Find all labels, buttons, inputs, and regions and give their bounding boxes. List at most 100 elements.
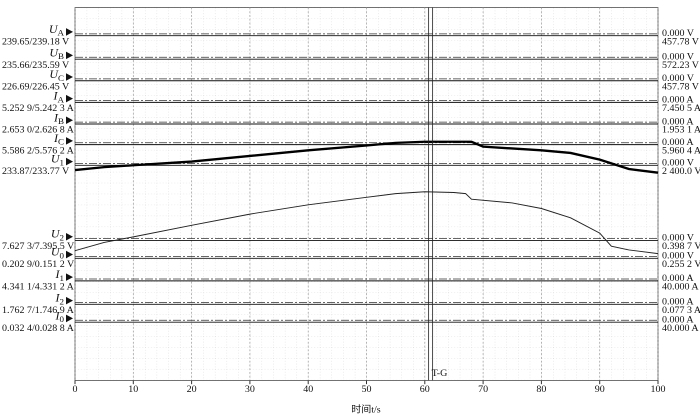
channel-reading: 235.66/235.59 V <box>2 60 69 71</box>
channel-name: IB <box>53 111 64 126</box>
channel-subscript: A <box>58 95 65 105</box>
channel-arrow <box>66 296 73 305</box>
channel-name: U0 <box>51 246 65 261</box>
channel-name: IA <box>52 90 64 105</box>
channel-scale: 7.450 5 A <box>662 103 700 114</box>
channel-symbol: U <box>49 23 59 36</box>
channel-offset: 0.000 V <box>662 28 694 39</box>
channel-offset: 0.000 A <box>662 137 694 148</box>
channel-scale: 2 400.0 V <box>662 166 700 177</box>
channel-arrow <box>66 250 73 259</box>
channel-subscript: C <box>58 137 64 147</box>
channel-name: U1 <box>51 153 64 168</box>
channel-subscript: 0 <box>60 315 65 325</box>
channel-offset: 0.000 V <box>662 251 694 262</box>
channel-symbol: U <box>51 246 61 259</box>
channel-name: UA <box>49 23 65 38</box>
channel-subscript: 2 <box>60 233 64 243</box>
channel-arrow <box>66 73 73 81</box>
channel-symbol: U <box>49 68 59 81</box>
channel-reading: 0.032 4/0.028 8 A <box>2 323 74 334</box>
channel-symbol: I <box>53 132 59 145</box>
channel-name: I2 <box>54 292 64 307</box>
minor-grid <box>75 7 658 381</box>
x-tick-label: 80 <box>536 384 546 395</box>
trace-line <box>74 140 659 174</box>
channel-offset: 0.000 V <box>662 158 694 169</box>
channel-subscript: 1 <box>60 273 64 283</box>
channel-subscript: B <box>58 51 64 61</box>
channel-offset: 0.000 A <box>662 273 694 284</box>
channel-arrow <box>66 157 73 166</box>
channel-arrow <box>66 137 73 145</box>
x-tick-label: 60 <box>420 384 430 395</box>
channel-offset: 0.000 A <box>662 117 694 128</box>
channel-arrow <box>66 314 73 323</box>
x-tick-label: 100 <box>651 384 666 395</box>
channel-symbol: U <box>51 153 61 166</box>
channel-reading: 226.69/226.45 V <box>2 82 69 93</box>
channel-subscript: C <box>58 73 64 83</box>
channel-scale: 40.000 A <box>662 323 699 334</box>
channel-scale: 457.78 V <box>662 82 699 93</box>
channel-offset: 0.000 A <box>662 95 694 106</box>
channel-scale: 40.000 A <box>662 282 699 293</box>
channel-offset: 0.000 A <box>662 297 694 308</box>
channel-subscript: B <box>58 116 64 126</box>
channel-name: I1 <box>54 268 64 283</box>
channel-reading: 239.65/239.18 V <box>2 37 69 48</box>
channel-reading: 7.627 3/7.395 5 V <box>2 241 74 252</box>
channel-reading: 5.586 2/5.576 2 A <box>2 146 74 157</box>
channel-symbol: I <box>52 90 58 103</box>
cursor-label: T-G <box>432 368 448 379</box>
channel-reading: 1.762 7/1.746 9 A <box>2 305 74 316</box>
channel-scale: 0.077 3 A <box>662 305 700 316</box>
channel-scale: 0.398 7 V <box>662 241 700 252</box>
channel-subscript: 2 <box>60 297 64 307</box>
channel-name: U2 <box>51 228 64 243</box>
channel-reading: 5.252 9/5.242 3 A <box>2 103 74 114</box>
channel-reading: 233.87/233.77 V <box>2 166 69 177</box>
channel-arrow <box>66 116 73 124</box>
x-tick-label: 20 <box>187 384 197 395</box>
channel-scale: 0.255 2 V <box>662 259 700 270</box>
channel-reading: 2.653 0/2.626 8 A <box>2 125 74 136</box>
x-tick-label: 50 <box>362 384 372 395</box>
x-tick-label: 10 <box>128 384 138 395</box>
channel-offset: 0.000 V <box>662 52 694 63</box>
channel-symbol: I <box>53 111 59 124</box>
channel-name: I0 <box>54 309 64 324</box>
channel-arrow <box>66 28 73 36</box>
channel-scale: 457.78 V <box>662 37 699 48</box>
x-axis-label: 时间t/s <box>351 403 381 416</box>
channel-offset: 0.000 V <box>662 73 694 84</box>
channel-arrow <box>66 51 73 60</box>
channel-arrow <box>66 94 73 103</box>
channel-arrow <box>66 232 73 241</box>
channel-subscript: 1 <box>60 158 64 168</box>
channel-offset: 0.000 V <box>662 233 694 244</box>
channel-reading: 4.341 1/4.331 2 A <box>2 282 74 293</box>
channel-scale: 1.953 1 A <box>662 125 700 136</box>
channel-symbol: U <box>49 46 59 59</box>
channel-reading: 0.202 9/0.151 2 V <box>2 259 74 270</box>
x-tick-label: 70 <box>478 384 488 395</box>
x-tick-label: 90 <box>595 384 605 395</box>
channel-name: UC <box>49 68 64 83</box>
channel-subscript: 0 <box>60 251 65 261</box>
channel-symbol: I <box>54 309 60 322</box>
channel-symbol: I <box>54 292 60 305</box>
x-tick-label: 0 <box>73 384 78 395</box>
channel-name: IC <box>53 132 64 147</box>
channel-arrow <box>66 273 73 281</box>
channel-scale: 572.23 V <box>662 60 699 71</box>
channel-symbol: I <box>54 268 60 281</box>
trace-line <box>74 191 659 255</box>
x-tick-label: 30 <box>245 384 255 395</box>
channel-symbol: U <box>51 228 61 241</box>
channel-offset: 0.000 A <box>662 315 694 326</box>
x-tick-label: 40 <box>303 384 313 395</box>
channel-scale: 5.960 4 A <box>662 146 700 157</box>
channel-name: UB <box>49 46 64 61</box>
